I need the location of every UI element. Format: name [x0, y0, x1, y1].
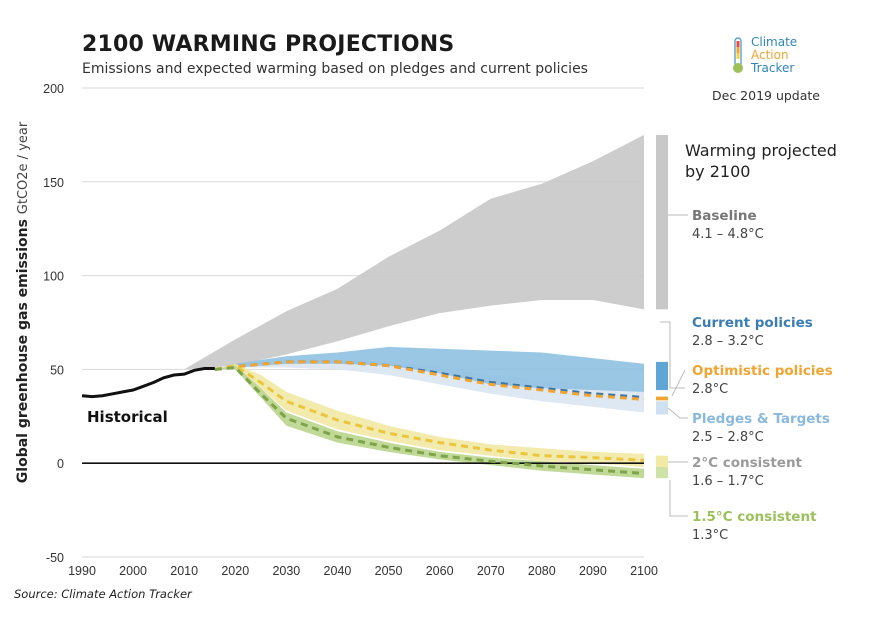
source-note: Source: Climate Action Tracker	[14, 587, 192, 601]
x-tick-label-2060: 2060	[426, 564, 454, 578]
x-tick-label-2020: 2020	[221, 564, 249, 578]
x-tick-label-2070: 2070	[477, 564, 505, 578]
label-current-policies: Current policies	[692, 315, 813, 331]
range-pledges-targets: 2.5 – 2.8°C	[692, 430, 764, 445]
chart-subtitle: Emissions and expected warming based on …	[82, 61, 588, 77]
y-tick-label--50: -50	[46, 551, 64, 565]
label-2-c-consistent: 2°C consistent	[692, 455, 803, 471]
warming-bar-1-5-c-consistent	[656, 466, 668, 479]
series-line-current-policies	[214, 360, 645, 399]
thermometer-icon	[733, 37, 743, 73]
range-optimistic-policies: 2.8°C	[692, 382, 728, 397]
x-tick-label-2100: 2100	[630, 564, 658, 578]
band-current-policies	[214, 346, 645, 392]
logo-text-climate: Climate	[751, 35, 798, 49]
historical-label: Historical	[87, 408, 168, 426]
x-tick-label-2080: 2080	[528, 564, 556, 578]
x-tick-label-2090: 2090	[579, 564, 607, 578]
range-1-5-c-consistent: 1.3°C	[692, 528, 728, 543]
connector-1-5-c-consistent	[669, 480, 688, 517]
warming-bar-baseline	[656, 134, 668, 310]
range-2-c-consistent: 1.6 – 1.7°C	[692, 474, 764, 489]
climate-action-tracker-logo: Climate Action Tracker	[731, 36, 811, 80]
x-tick-label-1990: 1990	[68, 564, 96, 578]
band-baseline	[184, 134, 644, 370]
series-line-2-c-consistent	[214, 364, 645, 462]
x-tick-label-2050: 2050	[375, 564, 403, 578]
historical-line	[81, 367, 215, 399]
chart-title: 2100 WARMING PROJECTIONS	[82, 32, 455, 57]
warming-bar-pledges-targets	[656, 401, 668, 415]
x-tick-label-2040: 2040	[324, 564, 352, 578]
label-baseline: Baseline	[692, 208, 757, 224]
x-tick-label-2030: 2030	[272, 564, 300, 578]
label-optimistic-policies: Optimistic policies	[692, 363, 833, 379]
warming-bar-optimistic-policies	[656, 396, 668, 401]
connector-pledges-targets	[667, 407, 688, 419]
y-tick-label-100: 100	[43, 270, 64, 284]
warming-bar-current-policies	[656, 361, 668, 391]
y-tick-label-0: 0	[57, 457, 64, 471]
y-tick-label-200: 200	[43, 82, 64, 96]
band-pledges-targets	[214, 360, 645, 413]
x-tick-label-2010: 2010	[170, 564, 198, 578]
update-date: Dec 2019 update	[712, 88, 820, 103]
band-1-5-c-consistent	[214, 365, 645, 479]
label-pledges-targets: Pledges & Targets	[692, 411, 830, 427]
logo-text-action: Action	[751, 48, 789, 62]
range-baseline: 4.1 – 4.8°C	[692, 227, 764, 242]
band-2-c-consistent	[214, 363, 645, 467]
logo-text-tracker: Tracker	[751, 61, 795, 75]
connector-current-policies	[660, 321, 685, 389]
y-tick-label-150: 150	[43, 176, 64, 190]
right-panel-heading: Warming projected by 2100	[685, 141, 837, 181]
label-1-5-c-consistent: 1.5°C consistent	[692, 509, 817, 525]
y-tick-label-50: 50	[50, 363, 64, 377]
warming-bar-2-c-consistent	[656, 455, 668, 469]
range-current-policies: 2.8 – 3.2°C	[692, 334, 764, 349]
x-tick-label-2000: 2000	[119, 564, 147, 578]
connector-optimistic-policies	[671, 369, 686, 397]
y-axis-label: Global greenhouse gas emissions GtCO2e /…	[15, 121, 31, 483]
